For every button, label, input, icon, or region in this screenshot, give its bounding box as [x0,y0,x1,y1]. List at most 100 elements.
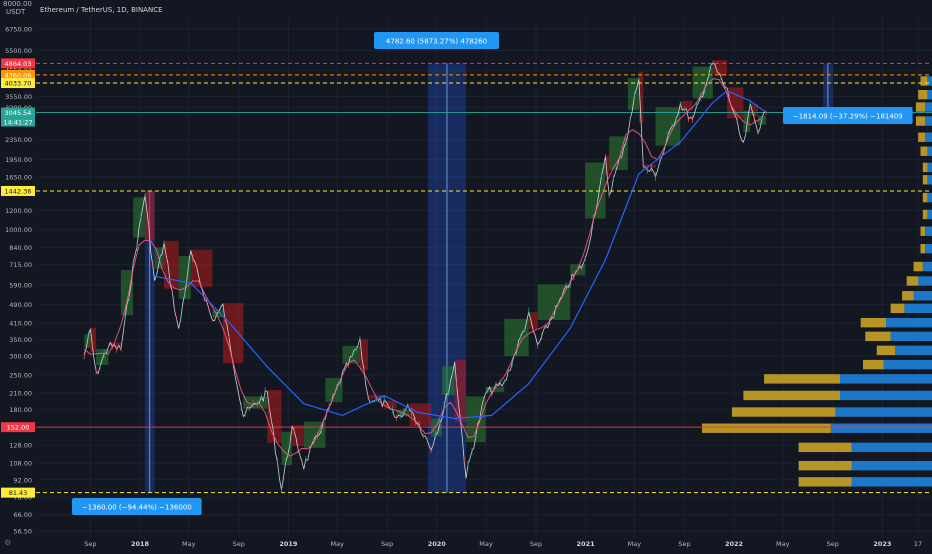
x-tick-label: 2018 [131,540,150,548]
volume-bar-buy [895,346,932,355]
volume-bar-buy [914,291,932,300]
volume-bar-buy [927,193,932,202]
volume-bar-sell [902,291,914,300]
x-tick-label: 2023 [873,540,891,548]
y-tick-label: 92.00 [13,476,32,484]
y-tick-label: 1950.00 [5,156,32,164]
y-tick-label: 3550.00 [5,93,32,101]
volume-bar-buy [852,461,932,470]
axis-top-value: 8000.00 [3,0,32,8]
band-down [164,241,179,289]
volume-bar-sell [923,193,928,202]
volume-bar-buy [927,210,932,219]
volume-bar-sell [918,90,927,99]
price-level-label: 152.00 [7,424,30,432]
volume-bar-sell [914,262,923,271]
volume-bar-buy [831,424,932,433]
x-tick-label: Sep [827,540,839,548]
y-tick-label: 180.00 [9,406,32,414]
x-tick-label: 2022 [725,540,743,548]
band-down [267,390,281,443]
volume-bar-sell [799,443,852,452]
band-up [96,349,108,365]
x-tick-label: May [628,540,642,548]
volume-bar-sell [863,360,884,369]
volume-bar-buy [927,90,932,99]
volume-bar-buy [886,318,932,327]
x-tick-label: 2021 [577,540,596,548]
y-tick-label: 108.00 [9,460,32,468]
y-tick-label: 300.00 [9,352,32,360]
volume-bar-sell [865,332,890,341]
volume-bar-sell [861,318,886,327]
y-tick-label: 840.00 [9,244,32,252]
volume-bar-buy [927,175,932,184]
volume-bar-buy [918,276,932,285]
volume-bar-buy [925,116,932,125]
volume-bar-sell [923,163,928,172]
volume-bar-sell [916,102,925,111]
volume-bar-buy [923,262,932,271]
y-tick-label: 1200.00 [5,207,32,215]
band-down [223,303,243,363]
volume-bar-buy [852,477,932,486]
measure-label: −1360.00 (−94.44%) −136000 [82,504,192,512]
x-tick-label: Sep [233,540,245,548]
volume-bar-buy [852,443,932,452]
price-level-label: 1442.36 [5,187,32,195]
y-tick-label: 66.00 [13,511,32,519]
y-tick-label: 490.00 [9,301,32,309]
volume-bar-buy [840,374,932,383]
price-level-label: 3045.54 [5,109,32,117]
settings-icon[interactable]: ⚙ [4,538,11,547]
countdown-label: 14:41:27 [3,119,32,127]
band-down [90,328,96,352]
volume-bar-sell [921,244,926,253]
volume-bar-buy [925,133,932,142]
chart-title: Ethereum / TetherUS, 1D, BINANCE [40,6,163,14]
volume-bar-buy [927,147,932,156]
y-tick-label: 56.50 [13,528,32,536]
volume-bar-sell [702,424,831,433]
axis-unit-label: USDT [6,8,26,16]
y-tick-label: 350.00 [9,336,32,344]
y-tick-label: 590.00 [9,281,32,289]
volume-bar-sell [921,76,928,85]
volume-bar-buy [904,304,932,313]
volume-bar-sell [907,276,919,285]
volume-bar-buy [925,244,932,253]
volume-bar-sell [743,391,840,400]
price-level-label: 81.43 [9,489,28,497]
band-up [609,136,628,169]
x-tick-label: 17 [914,540,922,548]
volume-bar-sell [921,147,928,156]
volume-bar-sell [799,461,852,470]
y-tick-label: 6750.00 [5,26,32,34]
band-down [360,339,368,370]
x-tick-label: Sep [84,540,96,548]
volume-bar-buy [840,391,932,400]
x-tick-label: May [479,540,493,548]
y-tick-label: 5500.00 [5,47,32,55]
volume-bar-buy [927,76,932,85]
y-tick-label: 1650.00 [5,173,32,181]
volume-bar-sell [799,477,852,486]
volume-bar-buy [891,332,932,341]
x-tick-label: Sep [678,540,690,548]
volume-bar-sell [877,346,895,355]
y-tick-label: 128.00 [9,442,32,450]
volume-bar-sell [923,210,928,219]
volume-bar-buy [835,407,932,416]
x-tick-label: 2020 [428,540,447,548]
y-tick-label: 210.00 [9,390,32,398]
volume-bar-buy [884,360,932,369]
y-tick-label: 410.00 [9,319,32,327]
volume-bar-sell [891,304,905,313]
y-tick-label: 250.00 [9,371,32,379]
x-tick-label: May [330,540,344,548]
x-tick-label: Sep [530,540,542,548]
volume-bar-buy [925,102,932,111]
band-down [713,60,727,75]
